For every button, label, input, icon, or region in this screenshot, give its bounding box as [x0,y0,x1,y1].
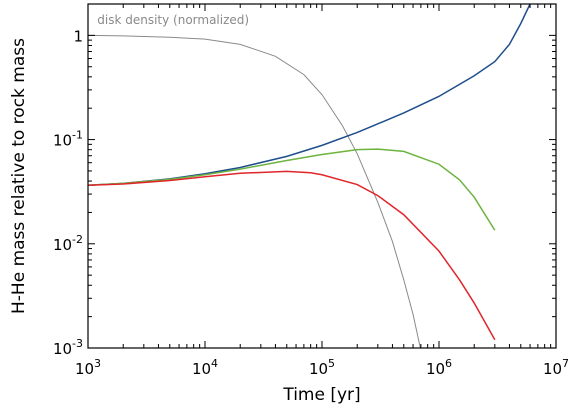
tick-labels: 103 104 105 106 107 1 10-1 10-2 10-3 [53,27,569,378]
x-axis-label: Time [yr] [282,385,360,405]
y-tick-label: 1 [73,27,83,45]
disk-density-annotation: disk density (normalized) [97,13,249,27]
plot-lines [88,4,531,348]
x-tick-label: 104 [192,357,218,378]
y-tick-label: 10-1 [53,129,83,150]
series-line-4 [88,170,496,341]
y-tick-label: 10-2 [53,233,83,254]
x-tick-label: 103 [75,357,101,378]
ticks [87,4,557,349]
series-line-3 [88,148,496,231]
x-tick-label: 107 [543,357,569,378]
y-axis-label: H-He mass relative to rock mass [9,38,29,314]
plot-frame [87,3,557,349]
series-line-1 [88,34,421,348]
x-tick-label: 105 [309,357,335,378]
x-tick-label: 106 [426,357,452,378]
series-line-2 [88,4,531,186]
y-tick-label: 10-3 [53,337,83,358]
